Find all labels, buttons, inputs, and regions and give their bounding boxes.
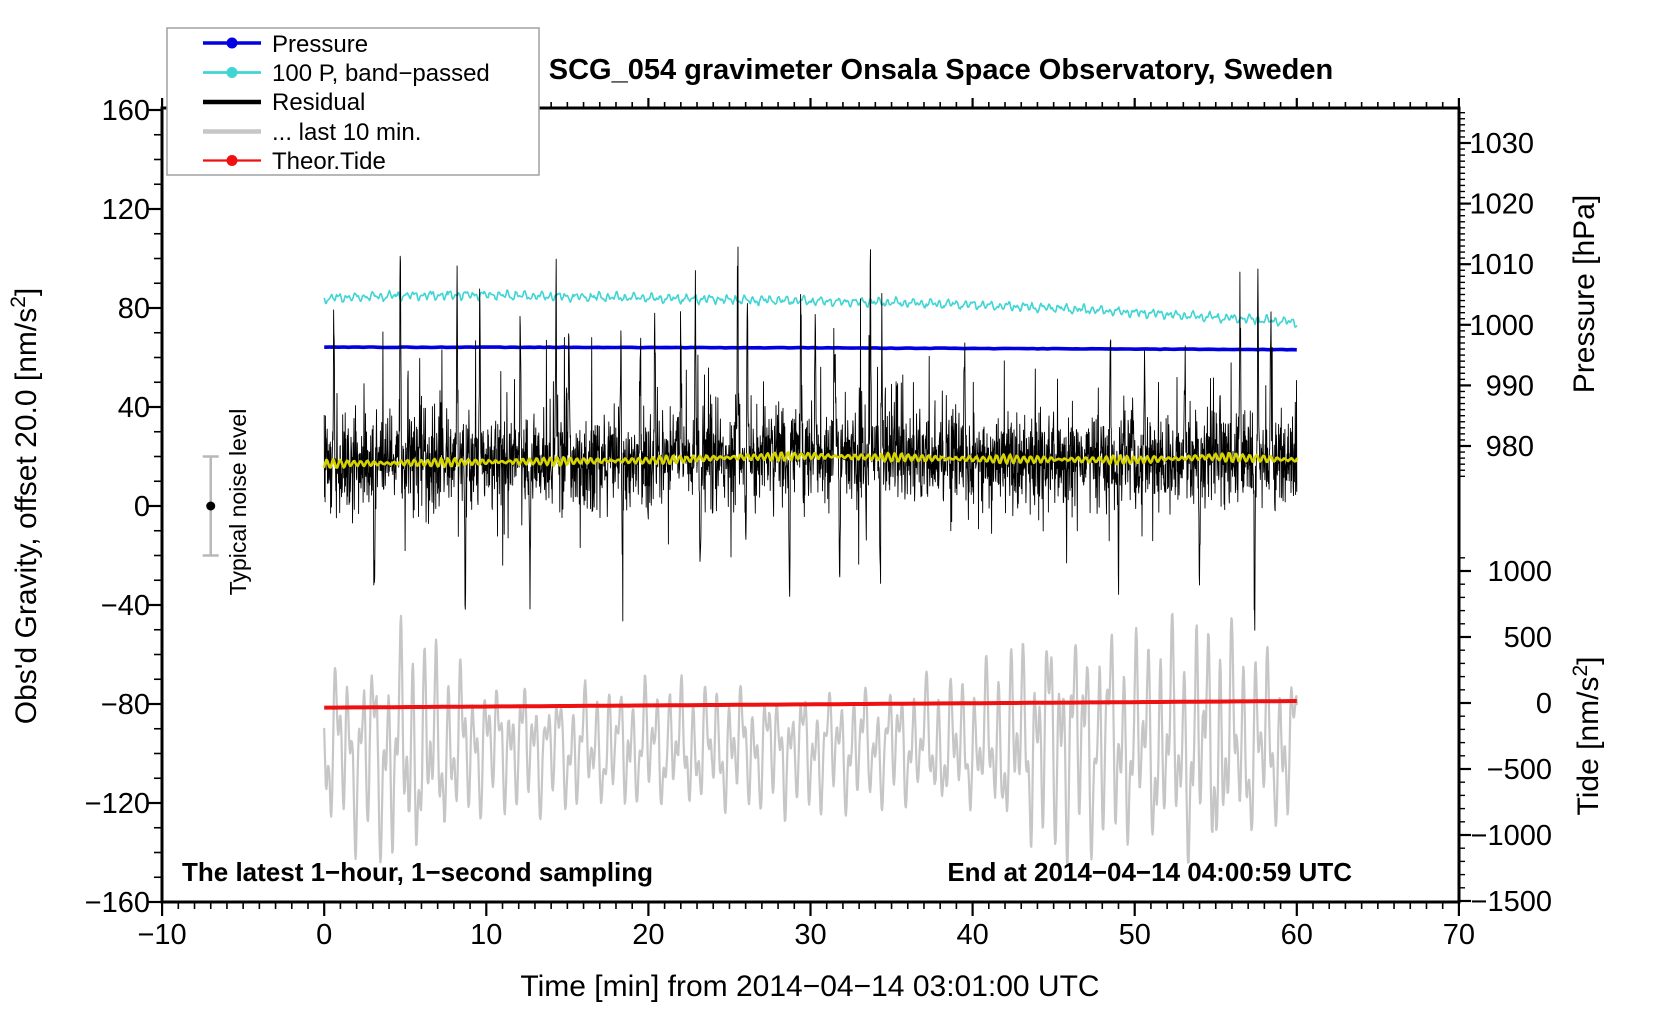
legend-marker-dot (226, 155, 238, 166)
tick-label: 120 (102, 194, 150, 226)
series-path (324, 345, 1297, 352)
tick-label: −120 (85, 788, 150, 820)
data-series (322, 246, 1299, 866)
tick-label: 50 (1119, 919, 1151, 951)
x-axis-title: Time [min] from 2014−04−14 03:01:00 UTC (520, 970, 1099, 1003)
tick-label: 70 (1443, 919, 1475, 951)
chart-title: SCG_054 gravimeter Onsala Space Observat… (549, 54, 1333, 86)
legend-samples (203, 37, 261, 166)
tick-label: 30 (794, 919, 826, 951)
series-path (322, 451, 1299, 469)
tick-label: 1000 (1487, 556, 1552, 588)
tick-label: 60 (1281, 919, 1313, 951)
series-path (323, 612, 1298, 866)
legend-label-residual: Residual (272, 89, 365, 116)
series-path (323, 246, 1298, 631)
tick-label: 0 (1536, 688, 1552, 720)
legend-marker-dot (226, 67, 238, 78)
tick-label: 40 (118, 392, 150, 424)
tick-label: 10 (470, 919, 502, 951)
tick-label: 990 (1486, 370, 1534, 402)
axis-title: Pressure [hPa] (1568, 195, 1601, 393)
tick-label: 160 (102, 95, 150, 127)
noise-level-marker (202, 455, 219, 557)
axis-title: Obs'd Gravity, offset 20.0 [nm/s2] (7, 288, 43, 725)
plot-frame (160, 106, 1461, 904)
tick-label: −1500 (1471, 886, 1552, 918)
legend-label-pressure: Pressure (272, 31, 368, 58)
sampling-note: The latest 1−hour, 1−second sampling (182, 857, 653, 887)
tick-label: 0 (316, 919, 332, 951)
tick-label: 1010 (1469, 249, 1534, 281)
tick-label: 20 (632, 919, 664, 951)
tick-label: 80 (118, 293, 150, 325)
axis-title: Tide [nm/s2] (1569, 657, 1605, 816)
tick-label: 0 (134, 491, 150, 523)
end-time-note: End at 2014−04−14 04:00:59 UTC (947, 857, 1352, 887)
tick-label: 1000 (1469, 310, 1534, 342)
legend-marker-dot (226, 37, 238, 49)
tick-label: −10 (137, 919, 186, 951)
tick-label: 1030 (1469, 128, 1534, 160)
tick-label: −160 (85, 887, 150, 919)
tick-label: −1000 (1471, 820, 1552, 852)
tick-label: 40 (956, 919, 988, 951)
tick-label: 500 (1504, 622, 1552, 654)
noise-level-label: Typical noise level (225, 409, 251, 596)
tick-label: −80 (101, 689, 150, 721)
noise-level-dot (206, 501, 216, 511)
legend-label-last10: ... last 10 min. (272, 119, 421, 146)
series-path (323, 289, 1298, 328)
tick-label: 1020 (1469, 189, 1534, 221)
legend-label-band-passed: 100 P, band−passed (272, 60, 490, 87)
legend-label-theor-tide: Theor.Tide (272, 148, 386, 175)
legend: Pressure 100 P, band−passed Residual ...… (166, 27, 540, 176)
tick-label: −40 (101, 590, 150, 622)
tick-label: −500 (1487, 754, 1552, 786)
axis-titles: Obs'd Gravity, offset 20.0 [nm/s2] Pressu… (7, 195, 1605, 816)
tick-label: 980 (1486, 431, 1534, 463)
series-path (324, 699, 1297, 710)
